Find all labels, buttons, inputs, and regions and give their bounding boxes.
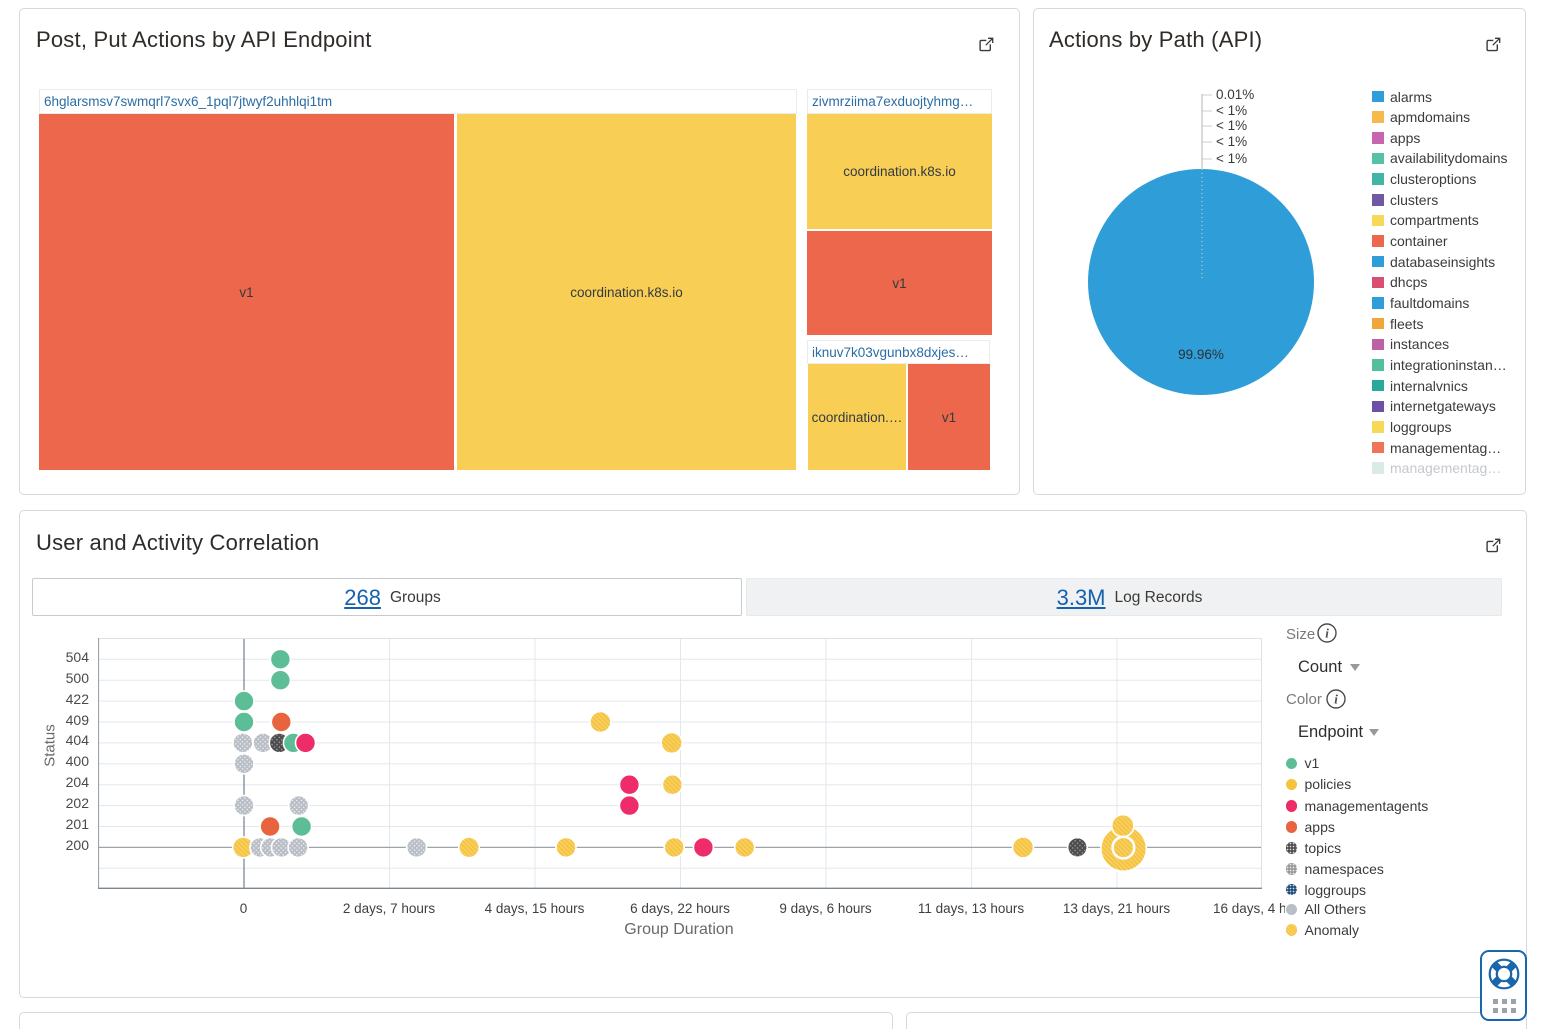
- svg-text:i: i: [1334, 691, 1338, 706]
- svg-text:i: i: [1325, 626, 1329, 641]
